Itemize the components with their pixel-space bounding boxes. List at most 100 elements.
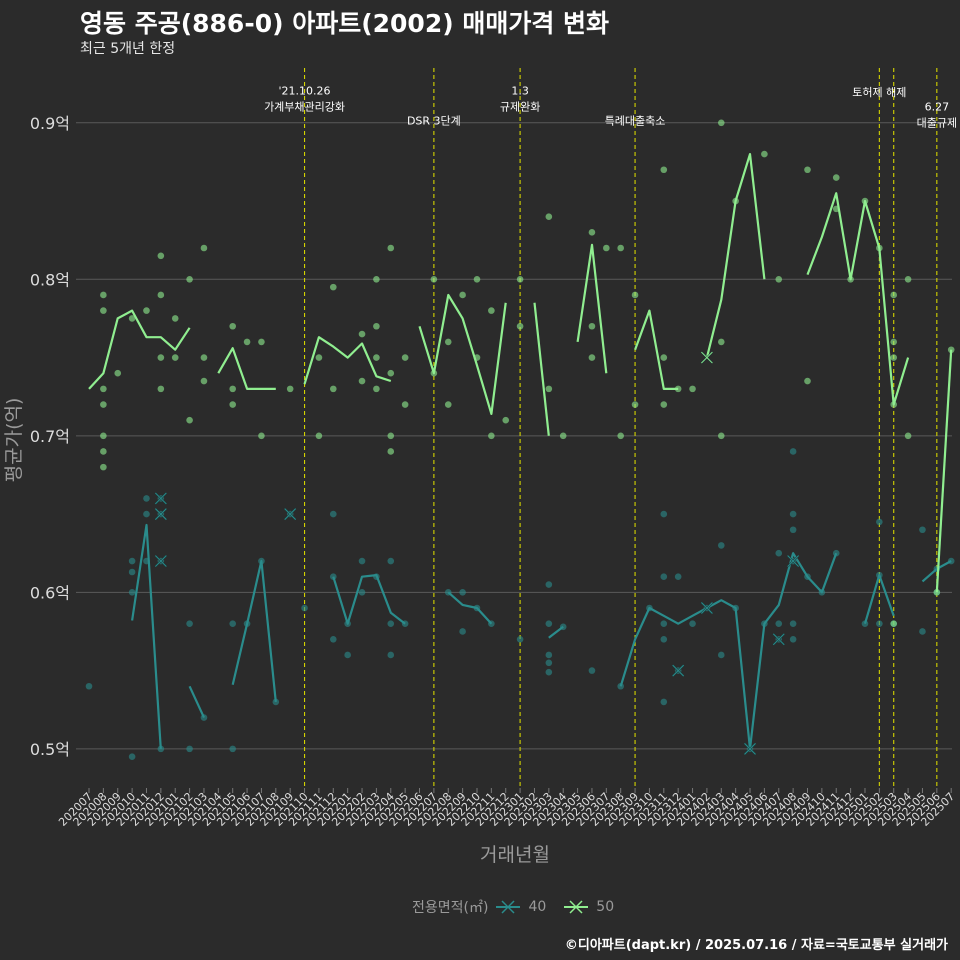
y-tick-label: 0.8억: [30, 270, 70, 289]
data-point-40: [660, 636, 668, 643]
data-point-40: [128, 557, 136, 565]
data-point-50: [933, 589, 941, 596]
source-caption: ©디아파트(dapt.kr) / 2025.07.16 / 자료=국토교통부 실…: [564, 938, 948, 953]
data-point-40: [459, 589, 466, 596]
cross-stroke: [744, 743, 756, 755]
data-point-50: [832, 174, 840, 181]
data-point-50: [229, 385, 236, 393]
data-point-40: [660, 510, 668, 518]
data-point-40: [545, 620, 553, 627]
data-point-50: [373, 385, 380, 393]
data-point-50: [114, 369, 122, 377]
data-point-40: [545, 659, 553, 667]
data-point-40: [186, 620, 193, 627]
data-point-50: [315, 432, 323, 440]
data-point-40: [128, 568, 136, 576]
y-tick-label: 0.7억: [30, 427, 70, 446]
cross-stroke: [787, 555, 799, 567]
data-point-50: [588, 354, 596, 361]
event-label: 토허제 해제: [852, 85, 906, 99]
data-point-40: [387, 651, 395, 659]
data-point-40: [775, 549, 783, 557]
data-point-50: [171, 315, 179, 322]
series-line-50: [303, 336, 392, 385]
event-lines: [303, 68, 938, 788]
series-line-40: [921, 560, 952, 583]
data-point-40: [229, 620, 236, 627]
data-point-50: [401, 401, 409, 408]
data-point-50: [157, 252, 165, 260]
series-line-40: [231, 559, 277, 703]
data-point-50: [143, 307, 150, 314]
cross-stroke: [284, 508, 297, 520]
data-point-40: [344, 651, 351, 659]
data-point-50: [545, 213, 553, 220]
cross-stroke: [154, 555, 167, 567]
data-point-50: [660, 166, 668, 174]
series-line-40: [863, 573, 895, 625]
data-point-40: [876, 518, 883, 526]
data-point-50: [473, 276, 481, 283]
series-line-50: [217, 347, 276, 390]
event-label: 6.27: [925, 100, 950, 113]
data-point-50: [387, 369, 395, 377]
data-point-50: [243, 338, 251, 346]
data-point-40: [272, 698, 280, 706]
data-point-50: [286, 385, 294, 393]
data-point-40: [919, 628, 926, 635]
series-line-40: [131, 523, 162, 749]
data-point-50: [329, 385, 337, 393]
data-point-50: [128, 315, 136, 322]
y-axis-ticks: 0.5억 0.6억 0.7억 0.8억 0.9억: [30, 114, 70, 759]
grid-lines: [76, 122, 952, 750]
cross-marker-50: [700, 351, 714, 364]
data-point-40: [789, 448, 797, 455]
data-point-50: [516, 322, 524, 330]
event-label: DSR 3단계: [407, 114, 461, 127]
data-point-50: [717, 338, 725, 346]
y-tick-label: 0.6억: [30, 583, 70, 602]
series-line-50: [88, 309, 191, 390]
data-point-50: [502, 416, 510, 424]
data-point-50: [545, 385, 553, 393]
cross-stroke: [154, 508, 167, 520]
data-point-40: [85, 682, 93, 690]
data-point-40: [516, 636, 524, 643]
data-point-40: [660, 620, 668, 627]
data-point-50: [459, 291, 466, 299]
data-point-50: [258, 338, 265, 346]
data-point-50: [430, 276, 438, 283]
data-point-50: [329, 283, 337, 291]
series-line-50: [806, 192, 910, 406]
data-point-50: [401, 354, 409, 361]
data-point-50: [157, 385, 165, 393]
series-line-50: [418, 293, 507, 415]
cross-marker-40: [671, 664, 685, 677]
data-point-50: [603, 244, 610, 252]
data-point-40: [128, 753, 136, 760]
chart-subtitle: 최근 5개년 한정: [80, 41, 176, 57]
data-point-40: [919, 526, 926, 534]
data-point-50: [229, 401, 236, 408]
data-point-50: [229, 322, 236, 330]
cross-stroke: [701, 351, 713, 364]
data-point-50: [358, 377, 366, 385]
series-line-40: [619, 552, 838, 751]
data-point-50: [200, 377, 208, 385]
data-point-40: [717, 651, 725, 659]
series-lines: [88, 153, 953, 751]
data-point-40: [143, 495, 150, 502]
data-point-40: [358, 589, 366, 596]
legend-label-40: 40: [528, 899, 547, 915]
data-point-50: [890, 291, 898, 299]
event-label: 가계부채관리강화: [264, 101, 345, 114]
series-line-50: [634, 309, 679, 390]
data-point-50: [660, 354, 668, 361]
data-point-50: [617, 244, 624, 252]
chart-title: 영동 주공(886-0) 아파트(2002) 매매가격 변화: [80, 9, 610, 38]
legend-key-40: [496, 900, 521, 914]
series-line-40: [447, 591, 493, 625]
y-axis-label: 평균가(억): [3, 398, 25, 483]
data-point-50: [904, 432, 912, 440]
